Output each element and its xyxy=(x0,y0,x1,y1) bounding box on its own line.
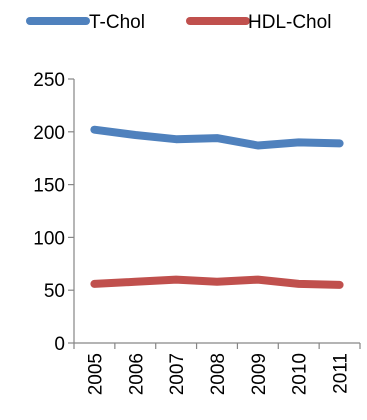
x-tick-label: 2009 xyxy=(249,353,270,395)
legend: T-Chol HDL-Chol xyxy=(26,12,331,33)
chart-series xyxy=(90,125,344,289)
data-point xyxy=(175,138,177,140)
data-point xyxy=(339,142,341,144)
y-tick-label: 0 xyxy=(54,334,65,355)
x-tick-label: 2008 xyxy=(208,353,229,395)
data-point xyxy=(216,137,218,139)
x-tick-label: 2006 xyxy=(126,353,147,395)
data-point xyxy=(257,145,259,147)
y-tick-label: 200 xyxy=(33,123,65,144)
data-point xyxy=(93,129,95,131)
data-point xyxy=(298,283,300,285)
data-point xyxy=(175,279,177,281)
data-point xyxy=(216,281,218,283)
data-point xyxy=(339,284,341,286)
data-point xyxy=(134,281,136,283)
x-tick-label: 2011 xyxy=(331,353,352,394)
x-tick-label: 2010 xyxy=(290,353,311,395)
data-point xyxy=(93,283,95,285)
series-line-t-chol xyxy=(90,125,344,150)
data-point xyxy=(134,134,136,136)
legend-label: T-Chol xyxy=(89,12,145,33)
data-point xyxy=(257,279,259,281)
y-tick-label: 250 xyxy=(33,70,65,91)
data-point xyxy=(298,141,300,143)
y-tick-label: 150 xyxy=(33,176,65,197)
chart-axes: 0 50 100 150 200 250 2005 2006 2007 2008 2009 2010 2… xyxy=(33,70,361,395)
x-tick-label: 2005 xyxy=(85,353,106,395)
y-tick-label: 50 xyxy=(44,281,65,302)
x-tick-label: 2007 xyxy=(167,353,188,395)
y-tick-label: 100 xyxy=(33,228,65,249)
legend-label: HDL-Chol xyxy=(248,12,331,33)
